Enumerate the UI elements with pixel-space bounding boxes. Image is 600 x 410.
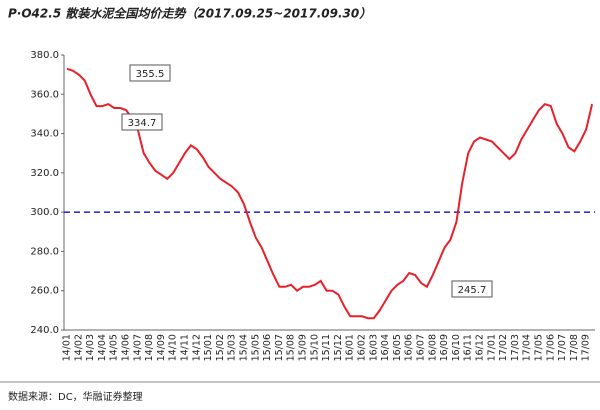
y-tick-label: 260.0 — [30, 286, 59, 297]
x-tick-label: 15/12 — [333, 334, 344, 361]
source-note: 数据来源：DC，华融证券整理 — [8, 390, 143, 403]
x-tick-label: 17/07 — [557, 334, 568, 361]
annotation: 355.5 — [136, 69, 165, 80]
annotation-box — [129, 64, 171, 82]
x-tick-label: 17/08 — [569, 334, 580, 361]
annotation-box — [451, 280, 493, 298]
x-tick-label: 16/04 — [380, 334, 391, 361]
y-tick-label: 240.0 — [30, 325, 59, 336]
x-tick-label: 14/04 — [97, 334, 108, 361]
x-tick-label: 14/01 — [61, 334, 72, 361]
x-tick-label: 17/02 — [498, 334, 509, 361]
x-tick-label: 15/08 — [286, 334, 297, 361]
y-tick-label: 380.0 — [30, 50, 59, 61]
x-tick-label: 14/07 — [132, 334, 143, 361]
x-tick-label: 15/05 — [250, 334, 261, 361]
x-tick-label: 16/08 — [427, 334, 438, 361]
x-tick-label: 17/04 — [522, 334, 533, 361]
x-tick-label: 14/11 — [179, 334, 190, 361]
y-tick-label: 280.0 — [30, 246, 59, 257]
x-tick-label: 16/10 — [451, 334, 462, 361]
y-tick-label: 340.0 — [30, 129, 59, 140]
x-tick-label: 14/09 — [156, 334, 167, 361]
x-tick-label: 14/03 — [85, 334, 96, 361]
x-tick-label: 17/05 — [533, 334, 544, 361]
price-line — [66, 67, 594, 320]
x-tick-label: 15/03 — [227, 334, 238, 361]
x-tick-label: 16/06 — [404, 334, 415, 361]
x-tick-label: 15/09 — [297, 334, 308, 361]
y-tick-label: 300.0 — [30, 207, 59, 218]
x-tick-label: 16/05 — [392, 334, 403, 361]
x-tick-label: 15/10 — [309, 334, 320, 361]
x-tick-label: 14/06 — [120, 334, 131, 361]
x-tick-label: 15/11 — [321, 334, 332, 361]
annotation: 334.7 — [128, 118, 157, 129]
x-tick-label: 16/01 — [345, 334, 356, 361]
x-tick-label: 15/02 — [215, 334, 226, 361]
x-tick-label: 17/03 — [510, 334, 521, 361]
x-tick-label: 15/01 — [203, 334, 214, 361]
annotation: 245.7 — [458, 285, 487, 296]
x-tick-label: 16/11 — [463, 334, 474, 361]
x-tick-label: 16/09 — [439, 334, 450, 361]
x-tick-label: 14/10 — [168, 334, 179, 361]
x-tick-label: 14/08 — [144, 334, 155, 361]
annotation-box — [121, 113, 163, 131]
x-tick-label: 14/05 — [109, 334, 120, 361]
x-tick-label: 16/02 — [356, 334, 367, 361]
chart-title: P·O42.5 散装水泥全国均价走势（2017.09.25~2017.09.30… — [8, 7, 371, 21]
x-tick-label: 15/04 — [238, 334, 249, 361]
x-tick-label: 15/07 — [274, 334, 285, 361]
x-tick-label: 14/02 — [73, 334, 84, 361]
y-tick-label: 360.0 — [30, 89, 59, 100]
x-tick-label: 15/06 — [262, 334, 273, 361]
x-tick-label: 16/07 — [415, 334, 426, 361]
x-tick-label: 17/06 — [545, 334, 556, 361]
x-tick-label: 16/03 — [368, 334, 379, 361]
x-tick-label: 14/12 — [191, 334, 202, 361]
x-tick-label: 16/12 — [474, 334, 485, 361]
x-tick-label: 17/09 — [581, 334, 592, 361]
y-tick-label: 320.0 — [30, 168, 59, 179]
x-tick-label: 17/01 — [486, 334, 497, 361]
